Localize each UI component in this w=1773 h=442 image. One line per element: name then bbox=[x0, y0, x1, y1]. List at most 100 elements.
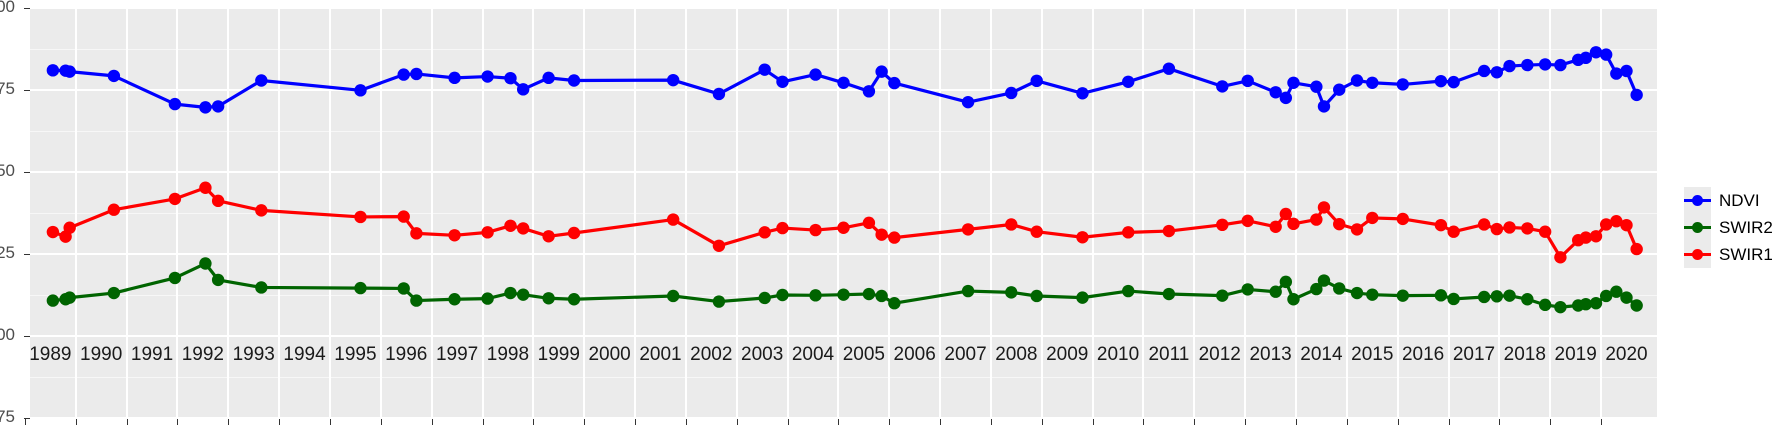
data-point bbox=[504, 71, 517, 85]
legend-item-swir2[interactable]: SWIR2 bbox=[1684, 214, 1773, 241]
data-point bbox=[1005, 86, 1018, 100]
data-point bbox=[567, 74, 581, 87]
y-axis-tick-mark bbox=[24, 8, 30, 9]
gridline-horizontal-major bbox=[30, 171, 1657, 173]
data-point bbox=[1521, 293, 1534, 306]
gridline-vertical-major bbox=[1193, 8, 1196, 418]
x-axis-tick-mark bbox=[635, 419, 637, 425]
x-axis-year-label: 2017 bbox=[1452, 344, 1496, 365]
data-point bbox=[1579, 297, 1593, 311]
x-axis-year-label: 2012 bbox=[1198, 344, 1241, 365]
data-point bbox=[168, 271, 182, 285]
data-point bbox=[1310, 282, 1323, 296]
gridline-horizontal-minor bbox=[30, 377, 1657, 378]
x-axis-year-label: 2008 bbox=[995, 344, 1038, 365]
data-point bbox=[397, 68, 410, 81]
x-axis-tick-mark bbox=[838, 419, 840, 425]
data-point bbox=[1030, 289, 1043, 303]
data-point bbox=[107, 286, 121, 300]
data-point bbox=[1477, 290, 1491, 304]
data-point bbox=[758, 226, 771, 239]
data-point bbox=[504, 286, 517, 300]
data-point bbox=[712, 87, 726, 101]
data-point bbox=[1162, 224, 1176, 238]
legend-item-ndvi[interactable]: NDVI bbox=[1684, 187, 1773, 214]
x-axis-year-label: 1999 bbox=[537, 344, 580, 365]
x-axis-tick-mark bbox=[380, 419, 382, 425]
data-point bbox=[1030, 225, 1043, 238]
gridline-vertical-major bbox=[939, 8, 942, 418]
data-point bbox=[875, 228, 888, 241]
data-point bbox=[1162, 62, 1176, 75]
x-axis-year-label: 2010 bbox=[1096, 344, 1140, 365]
data-point bbox=[1630, 88, 1643, 102]
gridline-vertical-major bbox=[1142, 8, 1145, 418]
gridline-vertical-major bbox=[532, 8, 535, 418]
gridline-vertical-major bbox=[430, 8, 433, 418]
data-point bbox=[1477, 64, 1491, 78]
data-point bbox=[354, 210, 367, 224]
data-point bbox=[1579, 51, 1593, 65]
data-point bbox=[567, 293, 581, 306]
x-axis-year-label: 2007 bbox=[944, 344, 987, 365]
data-point bbox=[1579, 231, 1593, 244]
gridline-vertical-major bbox=[379, 8, 382, 418]
data-point bbox=[1620, 218, 1633, 232]
data-point bbox=[1447, 292, 1460, 306]
data-point bbox=[1269, 86, 1282, 99]
data-point bbox=[448, 71, 461, 85]
data-point bbox=[107, 203, 121, 216]
data-point bbox=[1610, 215, 1623, 228]
data-point bbox=[666, 213, 680, 226]
x-axis-tick-mark bbox=[787, 419, 789, 425]
gridline-vertical-major bbox=[1091, 8, 1094, 418]
data-point bbox=[888, 297, 901, 310]
series-swir1 bbox=[46, 181, 1643, 264]
data-point bbox=[758, 291, 771, 305]
gridline-vertical-major bbox=[1549, 8, 1552, 418]
data-point bbox=[1216, 80, 1229, 93]
data-point bbox=[211, 194, 225, 208]
data-point bbox=[809, 68, 822, 81]
data-point bbox=[875, 289, 888, 303]
data-point bbox=[63, 221, 76, 234]
data-point bbox=[862, 216, 876, 230]
data-point bbox=[1350, 223, 1364, 236]
data-point bbox=[809, 289, 822, 302]
plot-panel: 1989 1990 1991 1992 1993 1994 1995 1996 1997 1998… bbox=[30, 8, 1657, 418]
gridline-horizontal-minor bbox=[30, 131, 1657, 132]
data-point bbox=[481, 226, 494, 239]
data-point bbox=[1589, 230, 1603, 243]
x-axis-year-label: 2009 bbox=[1046, 344, 1089, 365]
y-axis-tick-mark bbox=[24, 336, 30, 337]
data-point bbox=[1333, 282, 1346, 295]
legend-key-swatch bbox=[1684, 241, 1711, 268]
data-point bbox=[1287, 293, 1300, 306]
gridline-vertical-major bbox=[1600, 8, 1603, 418]
data-point bbox=[1279, 275, 1293, 289]
gridline-vertical-major bbox=[1040, 8, 1043, 418]
data-point bbox=[1538, 225, 1552, 238]
data-point bbox=[354, 281, 367, 295]
gridline-horizontal-minor bbox=[30, 213, 1657, 214]
data-point bbox=[1317, 274, 1331, 287]
data-point bbox=[255, 74, 268, 87]
data-point bbox=[1287, 217, 1300, 231]
gridline-vertical-major bbox=[888, 8, 891, 418]
x-axis-year-label: 2015 bbox=[1351, 344, 1394, 365]
data-point bbox=[1122, 75, 1135, 89]
x-axis-year-label: 1995 bbox=[334, 344, 377, 365]
x-axis-year-label: 2013 bbox=[1249, 344, 1292, 365]
data-point bbox=[1610, 285, 1623, 298]
gridline-vertical-major bbox=[481, 8, 484, 418]
legend-item-swir1[interactable]: SWIR1 bbox=[1684, 241, 1773, 268]
data-point bbox=[1434, 74, 1448, 88]
x-axis-year-label: 1994 bbox=[283, 344, 326, 365]
x-axis-year-label: 2016 bbox=[1401, 344, 1445, 365]
x-axis-year-label: 2019 bbox=[1554, 344, 1597, 365]
x-axis-year-label: 1996 bbox=[385, 344, 428, 365]
data-point bbox=[1076, 291, 1089, 304]
data-point bbox=[1599, 48, 1613, 61]
x-axis-tick-mark bbox=[1041, 419, 1043, 425]
